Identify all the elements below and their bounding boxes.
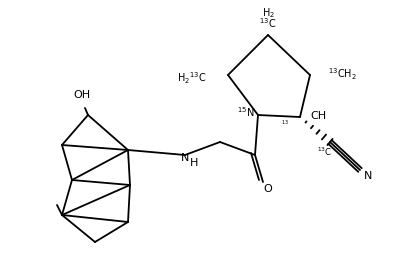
Text: O: O <box>264 184 272 194</box>
Text: H: H <box>190 158 198 168</box>
Text: CH: CH <box>310 111 326 121</box>
Text: $^{13}$CH$_2$: $^{13}$CH$_2$ <box>328 66 357 82</box>
Text: $^{13}$: $^{13}$ <box>281 119 289 125</box>
Text: N: N <box>181 153 189 163</box>
Text: N: N <box>364 171 372 181</box>
Text: OH: OH <box>73 90 91 100</box>
Text: H$_2$: H$_2$ <box>262 6 275 20</box>
Text: H$_2$$^{13}$C: H$_2$$^{13}$C <box>177 70 206 86</box>
Text: $^{13}$C: $^{13}$C <box>318 146 333 158</box>
Text: $^{15}$N: $^{15}$N <box>236 105 254 119</box>
Text: $^{13}$C: $^{13}$C <box>259 16 277 30</box>
